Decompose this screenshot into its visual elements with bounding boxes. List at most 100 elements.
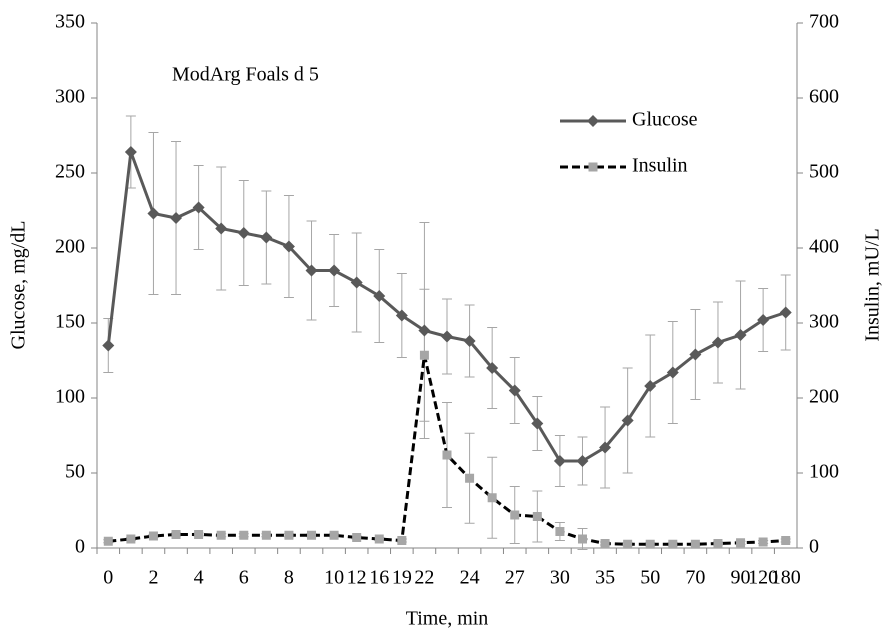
data-point bbox=[307, 530, 317, 540]
data-point bbox=[463, 335, 476, 347]
data-point bbox=[600, 539, 610, 548]
data-point bbox=[239, 530, 249, 540]
data-point bbox=[757, 314, 770, 326]
data-point bbox=[192, 201, 205, 214]
x-tick-label: 22 bbox=[414, 567, 434, 589]
x-tick-label: 19 bbox=[392, 567, 412, 589]
y-tick-label: 250 bbox=[55, 161, 85, 183]
y-tick-label: 350 bbox=[55, 11, 85, 33]
data-point bbox=[171, 530, 181, 539]
data-point bbox=[261, 530, 271, 540]
x-tick-label: 24 bbox=[460, 567, 480, 589]
data-point bbox=[373, 290, 386, 302]
y-tick-label: 300 bbox=[55, 86, 85, 108]
data-point bbox=[418, 324, 431, 337]
legend-label: Insulin bbox=[632, 155, 688, 177]
data-point bbox=[666, 366, 679, 379]
series-line bbox=[108, 354, 786, 546]
legend-marker bbox=[588, 162, 598, 172]
y2-tick-label: 0 bbox=[809, 536, 819, 558]
y2-tick-label: 400 bbox=[809, 236, 839, 258]
data-point bbox=[668, 539, 678, 549]
y-tick-label: 100 bbox=[55, 386, 85, 408]
data-point bbox=[623, 539, 633, 549]
x-tick-label: 10 bbox=[324, 567, 344, 589]
data-point bbox=[734, 329, 747, 341]
data-point bbox=[352, 533, 362, 542]
y2-tick-label: 600 bbox=[809, 86, 839, 108]
data-point bbox=[487, 493, 497, 503]
y2-tick-label: 200 bbox=[809, 386, 839, 408]
data-point bbox=[305, 264, 318, 277]
data-point bbox=[531, 417, 544, 430]
data-point bbox=[690, 539, 700, 549]
data-point bbox=[328, 264, 341, 277]
data-point bbox=[758, 537, 768, 547]
x-tick-label: 4 bbox=[194, 567, 204, 589]
data-point bbox=[103, 536, 113, 546]
data-point bbox=[282, 240, 295, 253]
data-point bbox=[329, 530, 339, 540]
data-point bbox=[621, 414, 634, 427]
data-point bbox=[555, 527, 565, 536]
x-tick-label: 16 bbox=[369, 567, 389, 589]
data-point bbox=[599, 441, 612, 454]
y-tick-label: 0 bbox=[75, 536, 85, 558]
data-point bbox=[124, 146, 137, 158]
y2-tick-label: 500 bbox=[809, 161, 839, 183]
y2-tick-label: 700 bbox=[809, 11, 839, 33]
y-tick-label: 50 bbox=[65, 461, 85, 483]
x-axis-title: Time, min bbox=[406, 608, 489, 630]
data-point bbox=[508, 384, 521, 397]
x-tick-label: 12 bbox=[347, 567, 367, 589]
data-point bbox=[260, 231, 273, 244]
y-axis-title: Glucose, mg/dL bbox=[8, 221, 30, 350]
data-point bbox=[397, 536, 407, 545]
data-point bbox=[711, 336, 724, 349]
data-point bbox=[644, 380, 657, 392]
x-tick-label: 8 bbox=[284, 567, 294, 589]
x-tick-label: 70 bbox=[685, 567, 705, 589]
legend-label: Glucose bbox=[632, 109, 698, 131]
data-point bbox=[553, 455, 566, 467]
data-point bbox=[215, 222, 228, 235]
y2-axis-title: Insulin, mU/L bbox=[862, 228, 884, 341]
x-tick-label: 180 bbox=[771, 567, 801, 589]
x-tick-label: 6 bbox=[239, 567, 249, 589]
y-tick-label: 150 bbox=[55, 311, 85, 333]
legend-marker bbox=[587, 115, 599, 127]
data-point bbox=[576, 455, 589, 467]
x-tick-label: 0 bbox=[103, 567, 113, 589]
y-tick-label: 200 bbox=[55, 236, 85, 258]
data-point bbox=[577, 534, 587, 544]
data-point bbox=[194, 530, 204, 539]
x-tick-label: 2 bbox=[148, 567, 158, 589]
data-point bbox=[374, 534, 384, 544]
data-point bbox=[350, 276, 363, 289]
data-point bbox=[510, 510, 520, 520]
y2-tick-label: 300 bbox=[809, 311, 839, 333]
x-tick-label: 50 bbox=[640, 567, 660, 589]
y2-tick-label: 100 bbox=[809, 461, 839, 483]
data-point bbox=[148, 531, 158, 541]
data-point bbox=[441, 330, 453, 343]
data-point bbox=[486, 362, 499, 374]
data-point bbox=[442, 450, 452, 460]
data-point bbox=[779, 306, 792, 319]
data-point bbox=[532, 512, 542, 521]
data-point bbox=[465, 473, 475, 483]
data-point bbox=[216, 530, 226, 540]
data-point bbox=[395, 309, 408, 322]
data-point bbox=[736, 538, 746, 548]
annotation: ModArg Foals d 5 bbox=[172, 64, 319, 86]
x-tick-label: 35 bbox=[595, 567, 615, 589]
data-point bbox=[237, 227, 250, 239]
x-tick-label: 27 bbox=[505, 567, 525, 589]
x-tick-label: 120 bbox=[748, 567, 778, 589]
data-point bbox=[645, 539, 655, 549]
data-point bbox=[284, 530, 294, 540]
data-point bbox=[126, 534, 136, 544]
data-point bbox=[713, 539, 723, 548]
x-tick-label: 90 bbox=[731, 567, 751, 589]
